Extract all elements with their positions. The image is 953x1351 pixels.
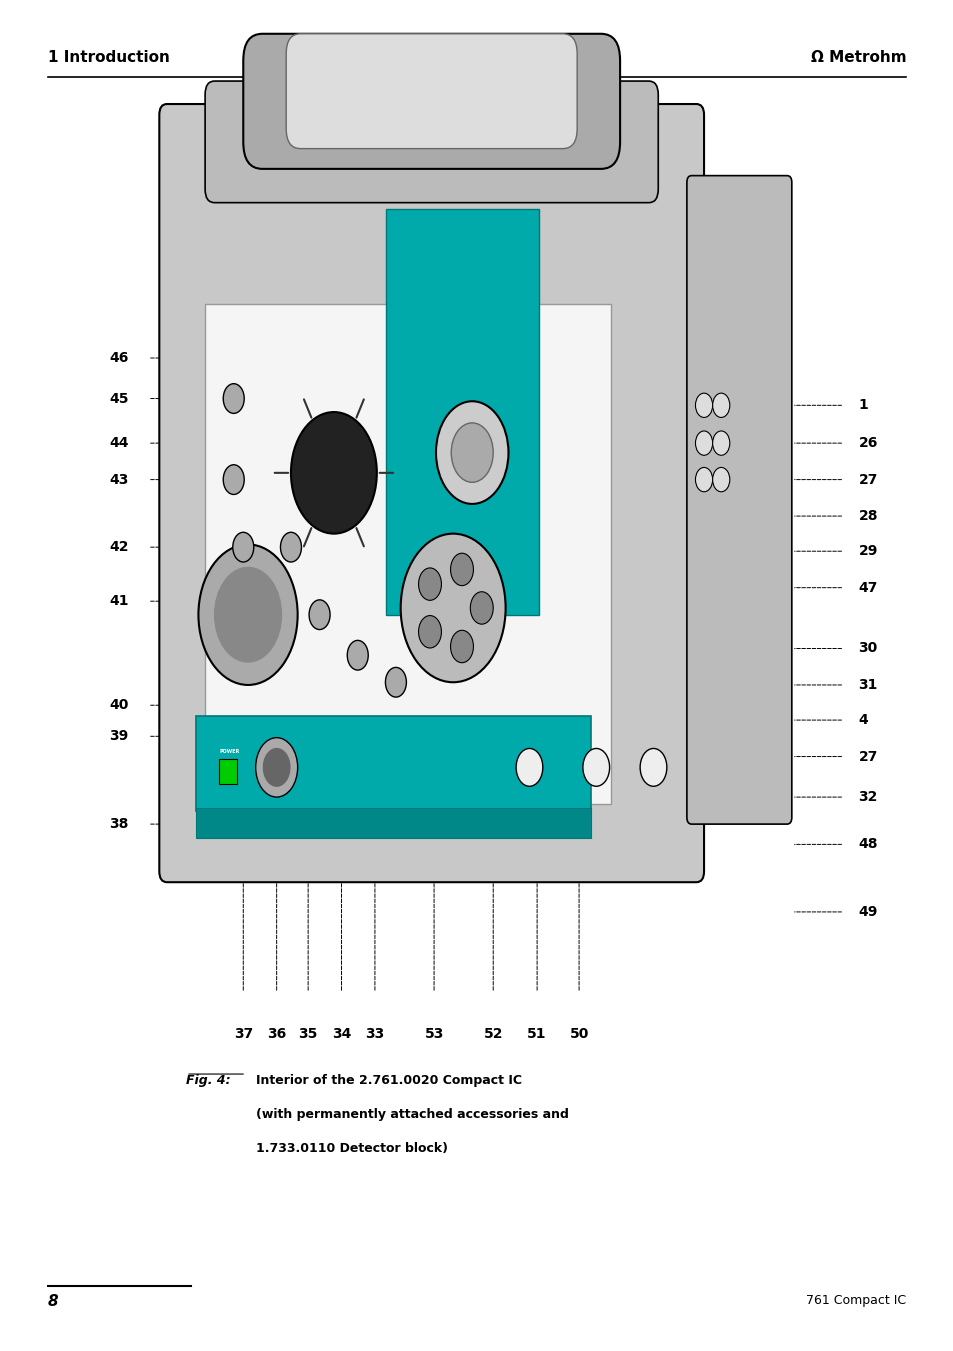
FancyBboxPatch shape <box>286 34 577 149</box>
Text: 32: 32 <box>858 790 877 804</box>
Text: 761 Compact IC: 761 Compact IC <box>805 1294 905 1308</box>
Text: 43: 43 <box>110 473 129 486</box>
FancyBboxPatch shape <box>205 81 658 203</box>
Text: 30: 30 <box>858 642 877 655</box>
Bar <box>386 209 538 615</box>
Text: 44: 44 <box>110 436 129 450</box>
Circle shape <box>198 544 297 685</box>
Circle shape <box>436 401 508 504</box>
Bar <box>195 808 591 838</box>
Text: Interior of the 2.761.0020 Compact IC: Interior of the 2.761.0020 Compact IC <box>255 1074 521 1088</box>
Text: 27: 27 <box>858 750 877 763</box>
FancyBboxPatch shape <box>205 304 610 804</box>
Text: 40: 40 <box>110 698 129 712</box>
Circle shape <box>263 748 290 786</box>
Bar <box>195 716 591 811</box>
Text: 27: 27 <box>858 473 877 486</box>
Circle shape <box>695 431 712 455</box>
Text: 42: 42 <box>110 540 129 554</box>
Circle shape <box>309 600 330 630</box>
Text: 39: 39 <box>110 730 129 743</box>
Circle shape <box>695 393 712 417</box>
Text: 48: 48 <box>858 838 877 851</box>
Circle shape <box>450 553 473 585</box>
FancyBboxPatch shape <box>686 176 791 824</box>
Text: 53: 53 <box>424 1027 443 1040</box>
Text: 49: 49 <box>858 905 877 919</box>
Text: 50: 50 <box>569 1027 588 1040</box>
Text: 4: 4 <box>858 713 867 727</box>
FancyBboxPatch shape <box>159 104 703 882</box>
Circle shape <box>255 738 297 797</box>
Circle shape <box>418 616 441 648</box>
Circle shape <box>712 467 729 492</box>
Circle shape <box>400 534 505 682</box>
Circle shape <box>223 384 244 413</box>
Circle shape <box>280 532 301 562</box>
Circle shape <box>450 631 473 663</box>
Text: 51: 51 <box>527 1027 546 1040</box>
Text: 41: 41 <box>110 594 129 608</box>
Circle shape <box>233 532 253 562</box>
Text: Fig. 4:: Fig. 4: <box>186 1074 231 1088</box>
Text: POWER: POWER <box>219 748 239 754</box>
Circle shape <box>639 748 666 786</box>
Text: 47: 47 <box>858 581 877 594</box>
Circle shape <box>516 748 542 786</box>
Text: (with permanently attached accessories and: (with permanently attached accessories a… <box>255 1108 568 1121</box>
Circle shape <box>291 412 376 534</box>
Text: 28: 28 <box>858 509 877 523</box>
Text: 35: 35 <box>298 1027 317 1040</box>
Text: 36: 36 <box>267 1027 286 1040</box>
Text: 1 Introduction: 1 Introduction <box>48 50 170 65</box>
Text: 8: 8 <box>48 1294 58 1309</box>
Circle shape <box>451 423 493 482</box>
Text: 29: 29 <box>858 544 877 558</box>
FancyBboxPatch shape <box>243 34 619 169</box>
Text: 46: 46 <box>110 351 129 365</box>
Text: 37: 37 <box>233 1027 253 1040</box>
Circle shape <box>223 465 244 494</box>
Text: 52: 52 <box>483 1027 502 1040</box>
Circle shape <box>418 567 441 600</box>
Bar <box>219 759 236 784</box>
Circle shape <box>695 467 712 492</box>
Text: Ω Metrohm: Ω Metrohm <box>810 50 905 65</box>
Circle shape <box>385 667 406 697</box>
Circle shape <box>214 567 281 662</box>
Text: 1: 1 <box>858 399 867 412</box>
Circle shape <box>470 592 493 624</box>
Circle shape <box>347 640 368 670</box>
Text: 1.733.0110 Detector block): 1.733.0110 Detector block) <box>255 1142 447 1155</box>
Text: 33: 33 <box>365 1027 384 1040</box>
Circle shape <box>582 748 609 786</box>
Text: 45: 45 <box>110 392 129 405</box>
Text: 26: 26 <box>858 436 877 450</box>
Text: 34: 34 <box>332 1027 351 1040</box>
Circle shape <box>712 431 729 455</box>
Text: 38: 38 <box>110 817 129 831</box>
Circle shape <box>712 393 729 417</box>
Text: 31: 31 <box>858 678 877 692</box>
